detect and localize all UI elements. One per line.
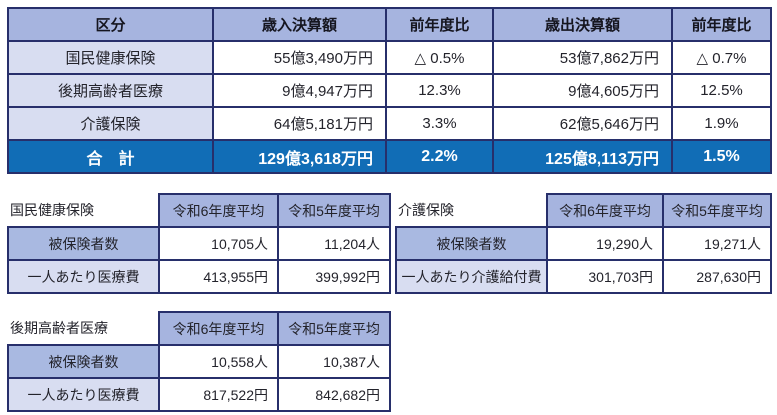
kouki-col-header-r6: 令和6年度平均 (158, 311, 279, 346)
kouki-detail-table: 後期高齢者医療 令和6年度平均 令和5年度平均 被保険者数 10,558人 10… (7, 311, 391, 412)
kaigo-col-header-r5: 令和5年度平均 (662, 193, 772, 228)
col-header-revenue-yoy: 前年度比 (385, 7, 494, 42)
revenue-yoy-value: 3.3% (385, 106, 494, 141)
kokuho-insured-row: 被保険者数 10,705人 11,204人 (7, 226, 391, 261)
expenditure-value: 9億4,605万円 (492, 73, 673, 108)
expenditure-yoy-value: 1.9% (671, 106, 772, 141)
kouki-table-title: 後期高齢者医療 (8, 312, 159, 345)
r6-value: 10,558人 (158, 344, 279, 379)
r5-value: 842,682円 (277, 377, 391, 412)
table-row-total: 合 計 129億3,618万円 2.2% 125億8,113万円 1.5% (7, 139, 772, 174)
kaigo-table-title: 介護保険 (396, 194, 547, 227)
kaigo-header-row: 介護保険 令和6年度平均 令和5年度平均 (396, 193, 772, 228)
revenue-value: 9億4,947万円 (212, 73, 387, 108)
kokuho-col-header-r5: 令和5年度平均 (277, 193, 391, 228)
total-expenditure-yoy-value: 1.5% (671, 139, 772, 174)
row-label: 被保険者数 (7, 344, 160, 379)
kokuho-per-capita-row: 一人あたり医療費 413,955円 399,992円 (7, 259, 391, 294)
col-header-expenditure-yoy: 前年度比 (671, 7, 772, 42)
kouki-per-capita-row: 一人あたり医療費 817,522円 842,682円 (7, 377, 391, 412)
r5-value: 10,387人 (277, 344, 391, 379)
col-header-revenue: 歳入決算額 (212, 7, 387, 42)
row-label: 一人あたり医療費 (7, 259, 160, 294)
row-label: 介護保険 (7, 106, 214, 141)
revenue-value: 55億3,490万円 (212, 40, 387, 75)
row-label: 被保険者数 (7, 226, 160, 261)
total-label: 合 計 (7, 139, 214, 174)
table-row-kouki: 後期高齢者医療 9億4,947万円 12.3% 9億4,605万円 12.5% (7, 73, 772, 108)
kouki-header-row: 後期高齢者医療 令和6年度平均 令和5年度平均 (8, 311, 391, 346)
kokuho-col-header-r6: 令和6年度平均 (158, 193, 279, 228)
col-header-category: 区分 (7, 7, 214, 42)
row-label: 一人あたり介護給付費 (395, 259, 548, 294)
kaigo-col-header-r6: 令和6年度平均 (546, 193, 664, 228)
revenue-value: 64億5,181万円 (212, 106, 387, 141)
kaigo-insured-row: 被保険者数 19,290人 19,271人 (395, 226, 772, 261)
revenue-yoy-value: 12.3% (385, 73, 494, 108)
r5-value: 11,204人 (277, 226, 391, 261)
row-label: 一人あたり医療費 (7, 377, 160, 412)
kaigo-per-capita-row: 一人あたり介護給付費 301,703円 287,630円 (395, 259, 772, 294)
expenditure-value: 62億5,646万円 (492, 106, 673, 141)
kaigo-detail-table: 介護保険 令和6年度平均 令和5年度平均 被保険者数 19,290人 19,27… (395, 193, 772, 294)
total-revenue-yoy-value: 2.2% (385, 139, 494, 174)
expenditure-value: 53億7,862万円 (492, 40, 673, 75)
col-header-expenditure: 歳出決算額 (492, 7, 673, 42)
r6-value: 19,290人 (546, 226, 664, 261)
expenditure-yoy-value: 12.5% (671, 73, 772, 108)
r5-value: 19,271人 (662, 226, 772, 261)
table-row-kokuho: 国民健康保険 55億3,490万円 △ 0.5% 53億7,862万円 △ 0.… (7, 40, 772, 75)
kokuho-table-title: 国民健康保険 (8, 194, 159, 227)
total-revenue-value: 129億3,618万円 (212, 139, 387, 174)
total-expenditure-value: 125億8,113万円 (492, 139, 673, 174)
r6-value: 817,522円 (158, 377, 279, 412)
row-label: 国民健康保険 (7, 40, 214, 75)
kouki-col-header-r5: 令和5年度平均 (277, 311, 391, 346)
row-label: 後期高齢者医療 (7, 73, 214, 108)
settlement-header-row: 区分 歳入決算額 前年度比 歳出決算額 前年度比 (7, 7, 772, 42)
r5-value: 287,630円 (662, 259, 772, 294)
kouki-insured-row: 被保険者数 10,558人 10,387人 (7, 344, 391, 379)
kokuho-detail-table: 国民健康保険 令和6年度平均 令和5年度平均 被保険者数 10,705人 11,… (7, 193, 391, 294)
r5-value: 399,992円 (277, 259, 391, 294)
r6-value: 301,703円 (546, 259, 664, 294)
r6-value: 10,705人 (158, 226, 279, 261)
r6-value: 413,955円 (158, 259, 279, 294)
kokuho-header-row: 国民健康保険 令和6年度平均 令和5年度平均 (8, 193, 391, 228)
expenditure-yoy-value: △ 0.7% (671, 40, 772, 75)
revenue-yoy-value: △ 0.5% (385, 40, 494, 75)
table-row-kaigo: 介護保険 64億5,181万円 3.3% 62億5,646万円 1.9% (7, 106, 772, 141)
settlement-table: 区分 歳入決算額 前年度比 歳出決算額 前年度比 国民健康保険 55億3,490… (7, 7, 772, 174)
row-label: 被保険者数 (395, 226, 548, 261)
